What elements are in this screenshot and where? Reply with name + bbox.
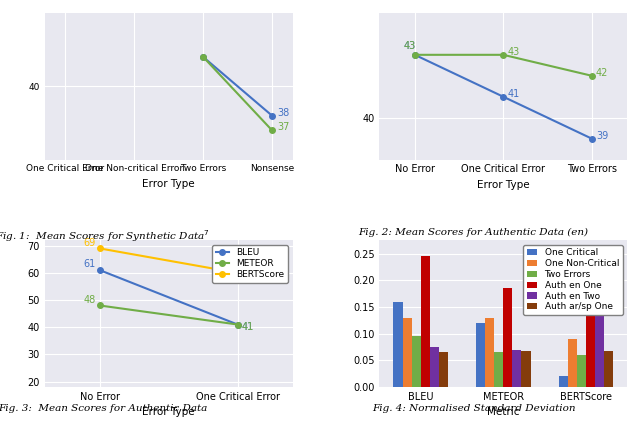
Text: 41: 41: [242, 322, 254, 332]
Text: Fig. 4: Normalised Standard Deviation: Fig. 4: Normalised Standard Deviation: [372, 404, 575, 413]
Bar: [604, 351, 613, 387]
X-axis label: Error Type: Error Type: [143, 179, 195, 189]
Text: 69: 69: [83, 238, 95, 248]
Text: 37: 37: [278, 122, 290, 132]
Text: 43: 43: [404, 41, 416, 51]
Text: 41: 41: [242, 322, 254, 332]
Bar: [485, 318, 494, 387]
Legend: BLEU, METEOR, BERTScore: BLEU, METEOR, BERTScore: [212, 245, 288, 283]
Text: Fig. 2: Mean Scores for Authentic Data (en): Fig. 2: Mean Scores for Authentic Data (…: [358, 228, 589, 237]
Bar: [494, 352, 503, 387]
Bar: [430, 347, 439, 387]
BERTScore: [96, 246, 104, 251]
Text: 43: 43: [508, 47, 520, 57]
X-axis label: Error Type: Error Type: [477, 180, 529, 190]
BLEU: [96, 267, 104, 273]
Line: BERTScore: BERTScore: [97, 246, 241, 276]
Bar: [503, 288, 513, 387]
Line: METEOR: METEOR: [97, 303, 241, 327]
Text: 61: 61: [83, 259, 95, 270]
Bar: [568, 339, 577, 387]
Line: BLEU: BLEU: [97, 267, 241, 327]
BERTScore: [234, 270, 241, 276]
Bar: [559, 376, 568, 387]
METEOR: [96, 303, 104, 308]
Bar: [412, 336, 420, 387]
Bar: [513, 350, 522, 387]
Text: Fig. 3:  Mean Scores for Authentic Data: Fig. 3: Mean Scores for Authentic Data: [0, 404, 207, 413]
Bar: [577, 355, 586, 387]
Bar: [595, 251, 604, 387]
Legend: One Critical, One Non-Critical, Two Errors, Auth en One, Auth en Two, Auth ar/sp: One Critical, One Non-Critical, Two Erro…: [523, 245, 623, 315]
BLEU: [234, 322, 241, 327]
Bar: [403, 318, 412, 387]
Text: 42: 42: [596, 68, 609, 78]
Bar: [476, 323, 485, 387]
Bar: [522, 351, 531, 387]
Bar: [586, 275, 595, 387]
Text: 41: 41: [508, 89, 520, 99]
Bar: [394, 301, 403, 387]
Text: 38: 38: [278, 108, 290, 117]
Text: 60: 60: [242, 270, 254, 280]
Text: 43: 43: [404, 41, 416, 51]
METEOR: [234, 322, 241, 327]
Text: Fig. 1:  Mean Scores for Synthetic Data$^7$: Fig. 1: Mean Scores for Synthetic Data$^…: [0, 228, 210, 244]
X-axis label: Metric: Metric: [487, 407, 520, 418]
Text: 48: 48: [83, 295, 95, 305]
Bar: [439, 352, 448, 387]
Bar: [420, 256, 430, 387]
Text: 39: 39: [596, 131, 608, 141]
X-axis label: Error Type: Error Type: [143, 407, 195, 418]
